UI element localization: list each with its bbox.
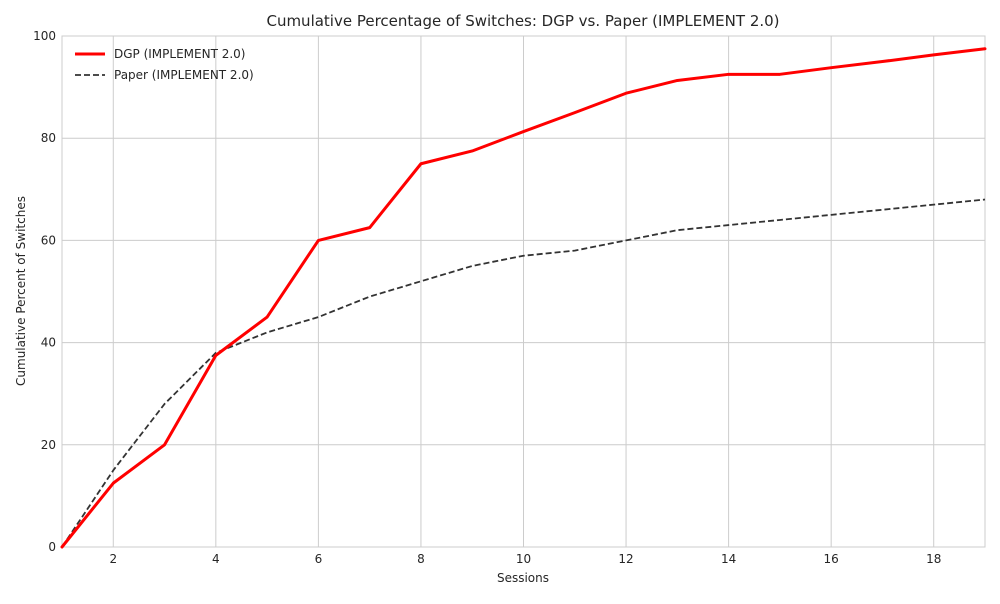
x-tick-label: 18 xyxy=(926,552,941,566)
series-layer xyxy=(60,47,987,549)
plot-frame xyxy=(61,35,986,548)
tick-labels: 2 4 6 8 10 12 14 16 18 0 20 40 60 80 100 xyxy=(33,29,941,566)
x-tick-label: 8 xyxy=(417,552,425,566)
series-line-dgp xyxy=(60,47,987,549)
x-tick-label: 10 xyxy=(516,552,531,566)
y-tick-label: 0 xyxy=(48,540,56,554)
x-tick-label: 14 xyxy=(721,552,736,566)
y-tick-label: 100 xyxy=(33,29,56,43)
legend-label: DGP (IMPLEMENT 2.0) xyxy=(114,47,246,61)
x-tick-label: 16 xyxy=(824,552,839,566)
y-axis-label: Cumulative Percent of Switches xyxy=(14,196,28,386)
y-tick-label: 80 xyxy=(41,131,56,145)
series-line-paper xyxy=(61,198,986,548)
y-tick-label: 60 xyxy=(41,233,56,247)
legend: DGP (IMPLEMENT 2.0) Paper (IMPLEMENT 2.0) xyxy=(75,47,254,82)
x-tick-label: 2 xyxy=(109,552,117,566)
legend-label: Paper (IMPLEMENT 2.0) xyxy=(114,68,254,82)
y-tick-label: 20 xyxy=(41,438,56,452)
grid xyxy=(62,35,985,548)
x-tick-label: 4 xyxy=(212,552,220,566)
chart-title: Cumulative Percentage of Switches: DGP v… xyxy=(266,12,779,30)
x-tick-label: 6 xyxy=(315,552,323,566)
x-tick-label: 12 xyxy=(618,552,633,566)
y-tick-label: 40 xyxy=(41,336,56,350)
x-axis-label: Sessions xyxy=(497,571,549,585)
